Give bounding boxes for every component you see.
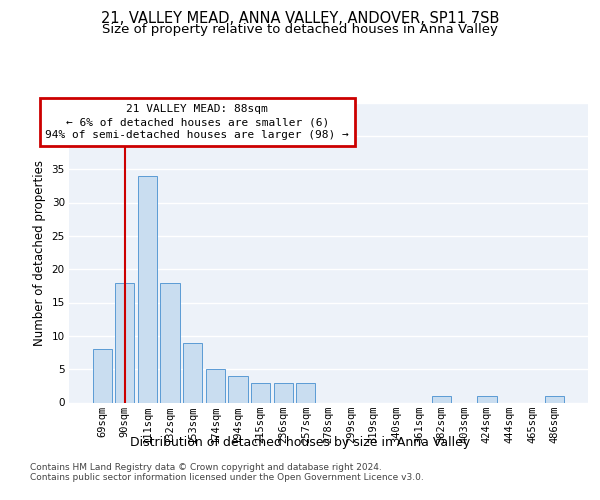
Bar xyxy=(183,342,202,402)
Text: Contains public sector information licensed under the Open Government Licence v3: Contains public sector information licen… xyxy=(30,472,424,482)
Bar xyxy=(274,382,293,402)
Y-axis label: Number of detached properties: Number of detached properties xyxy=(33,160,46,346)
Bar xyxy=(251,382,270,402)
Bar xyxy=(545,396,565,402)
Bar xyxy=(296,382,316,402)
Bar xyxy=(160,282,180,403)
Bar xyxy=(92,349,112,403)
Bar xyxy=(115,282,134,403)
Bar xyxy=(477,396,497,402)
Bar xyxy=(432,396,451,402)
Text: Distribution of detached houses by size in Anna Valley: Distribution of detached houses by size … xyxy=(130,436,470,449)
Bar xyxy=(229,376,248,402)
Text: Size of property relative to detached houses in Anna Valley: Size of property relative to detached ho… xyxy=(102,22,498,36)
Text: 21, VALLEY MEAD, ANNA VALLEY, ANDOVER, SP11 7SB: 21, VALLEY MEAD, ANNA VALLEY, ANDOVER, S… xyxy=(101,11,499,26)
Text: Contains HM Land Registry data © Crown copyright and database right 2024.: Contains HM Land Registry data © Crown c… xyxy=(30,462,382,471)
Bar xyxy=(138,176,157,402)
Text: 21 VALLEY MEAD: 88sqm
← 6% of detached houses are smaller (6)
94% of semi-detach: 21 VALLEY MEAD: 88sqm ← 6% of detached h… xyxy=(46,104,349,140)
Bar xyxy=(206,369,225,402)
